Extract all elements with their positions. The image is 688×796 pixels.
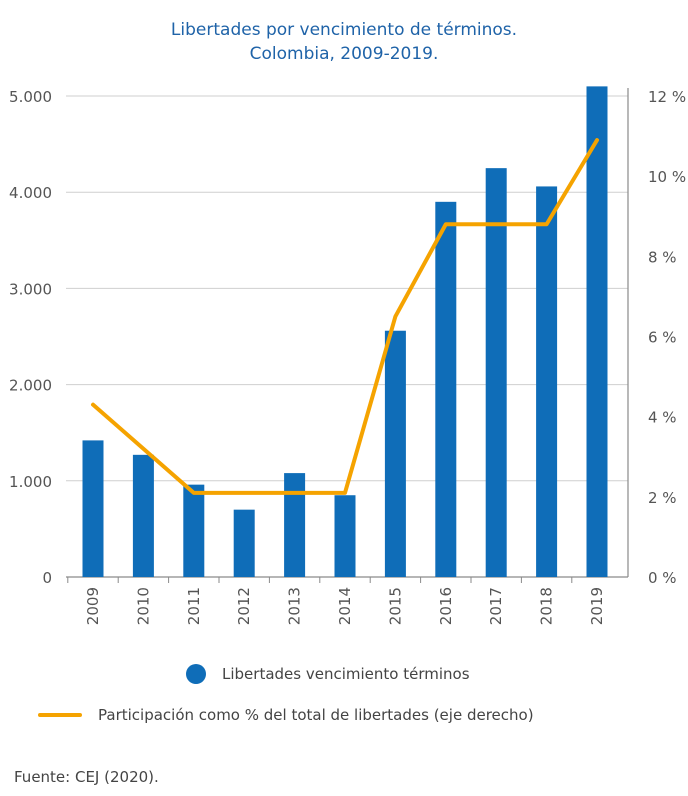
bar xyxy=(435,201,457,577)
y-left-tick-label: 5.000 xyxy=(9,88,52,106)
y-left-tick-label: 4.000 xyxy=(9,184,52,202)
x-tick-label: 2013 xyxy=(286,587,304,625)
chart-title-line1: Libertades por vencimiento de términos. xyxy=(170,20,518,40)
y-right-tick-label: 2 % xyxy=(648,489,677,507)
x-tick-label: 2010 xyxy=(134,587,152,625)
source-note: Fuente: CEJ (2020). xyxy=(14,768,159,786)
legend-item-line: Participación como % del total de libert… xyxy=(38,706,534,724)
y-right-tick-label: 12 % xyxy=(648,88,686,106)
y-left-tick-label: 2.000 xyxy=(9,377,52,395)
x-tick-label: 2018 xyxy=(538,587,556,625)
bar xyxy=(384,330,406,577)
y-right-tick-label: 0 % xyxy=(648,569,677,587)
y-left-tick-label: 0 xyxy=(42,569,52,587)
bar xyxy=(586,86,608,577)
bar xyxy=(82,440,104,577)
chart-title-line2: Colombia, 2009-2019. xyxy=(249,44,439,64)
bar xyxy=(284,473,306,577)
x-tick-label: 2014 xyxy=(336,587,354,625)
bar xyxy=(485,168,507,577)
chart-plot: 0 1.000 2.000 3.000 4.000 5.000 0 % 2 % 4 % 6 % 8 … xyxy=(9,86,686,625)
bar xyxy=(233,509,255,577)
line-series xyxy=(91,138,599,495)
x-tick-label: 2015 xyxy=(386,587,404,625)
x-tick-label: 2011 xyxy=(185,587,203,625)
bar xyxy=(132,454,154,577)
legend-bar-swatch xyxy=(186,664,206,684)
legend-line-swatch xyxy=(38,713,82,717)
chart-title: Libertades por vencimiento de términos. … xyxy=(0,18,688,66)
y-left-tick-label: 3.000 xyxy=(9,280,52,298)
bar xyxy=(536,186,558,578)
bar xyxy=(183,484,205,577)
y-right-tick-label: 10 % xyxy=(648,168,686,186)
y-right-tick-label: 8 % xyxy=(648,248,677,266)
y-right-tick-label: 6 % xyxy=(648,329,677,347)
x-tick-label: 2016 xyxy=(437,587,455,625)
x-tick-label: 2009 xyxy=(84,587,102,625)
y-left-tick-label: 1.000 xyxy=(9,473,52,491)
legend-bar-label: Libertades vencimiento términos xyxy=(222,665,470,683)
legend-item-bars: Libertades vencimiento términos xyxy=(186,664,470,684)
x-tick-label: 2017 xyxy=(487,587,505,625)
x-tick-label: 2012 xyxy=(235,587,253,625)
y-right-tick-label: 4 % xyxy=(648,409,677,427)
x-tick-label: 2019 xyxy=(588,587,606,625)
bar xyxy=(334,495,356,577)
legend-line-label: Participación como % del total de libert… xyxy=(98,706,534,724)
